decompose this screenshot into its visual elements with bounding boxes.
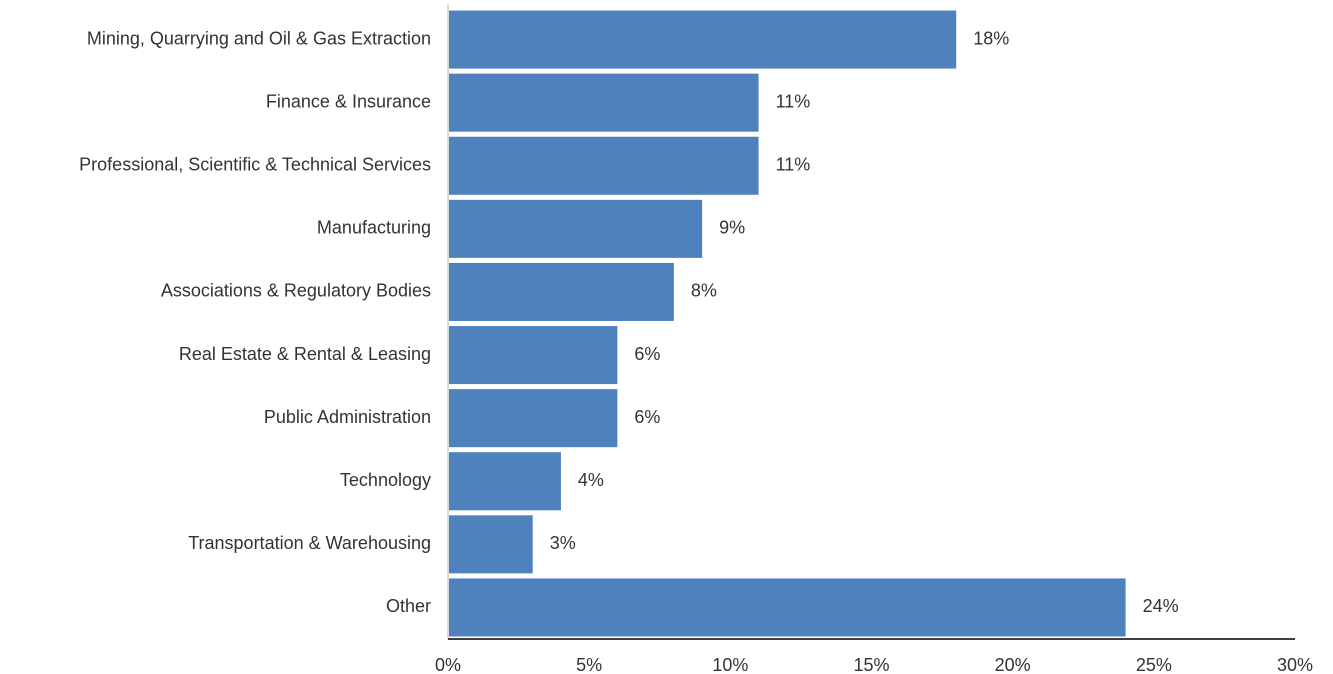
bar [448,515,533,574]
value-labels-group: 18% 11% 11% 9% 8% 6% 6% 4% 3% 24% [550,28,1179,616]
bar [448,326,618,385]
bar [448,262,674,321]
bar [448,136,759,195]
category-label: Associations & Regulatory Bodies [161,281,431,301]
axes-group [447,4,1295,640]
category-label: Professional, Scientific & Technical Ser… [79,155,431,175]
category-label: Real Estate & Rental & Leasing [179,344,431,364]
value-label: 3% [550,533,576,553]
category-label: Mining, Quarrying and Oil & Gas Extracti… [87,28,431,48]
category-label: Other [386,596,431,616]
x-tick-label: 25% [1136,655,1172,674]
bar [448,389,618,448]
value-label: 18% [973,28,1009,48]
category-label: Manufacturing [317,218,431,238]
x-tick-label: 20% [995,655,1031,674]
value-label: 11% [776,91,811,111]
value-label: 6% [634,407,660,427]
x-tick-label: 30% [1277,655,1313,674]
category-label: Technology [340,470,431,490]
value-label: 4% [578,470,604,490]
bar [448,73,759,132]
bar [448,452,561,511]
value-label: 9% [719,218,745,238]
x-tick-label: 10% [712,655,748,674]
category-label: Public Administration [264,407,431,427]
bar [448,199,703,258]
value-label: 8% [691,281,717,301]
bar [448,10,957,69]
category-labels-group: Mining, Quarrying and Oil & Gas Extracti… [79,28,431,616]
value-label: 11% [776,155,811,175]
bars-group [448,10,1126,637]
category-label: Finance & Insurance [266,91,431,111]
category-label: Transportation & Warehousing [188,533,431,553]
x-tick-label: 0% [435,655,461,674]
x-tick-label: 15% [853,655,889,674]
tick-labels-group: 0% 5% 10% 15% 20% 25% 30% [435,655,1313,674]
value-label: 6% [634,344,660,364]
bar [448,578,1126,637]
x-tick-label: 5% [576,655,602,674]
value-label: 24% [1143,596,1179,616]
